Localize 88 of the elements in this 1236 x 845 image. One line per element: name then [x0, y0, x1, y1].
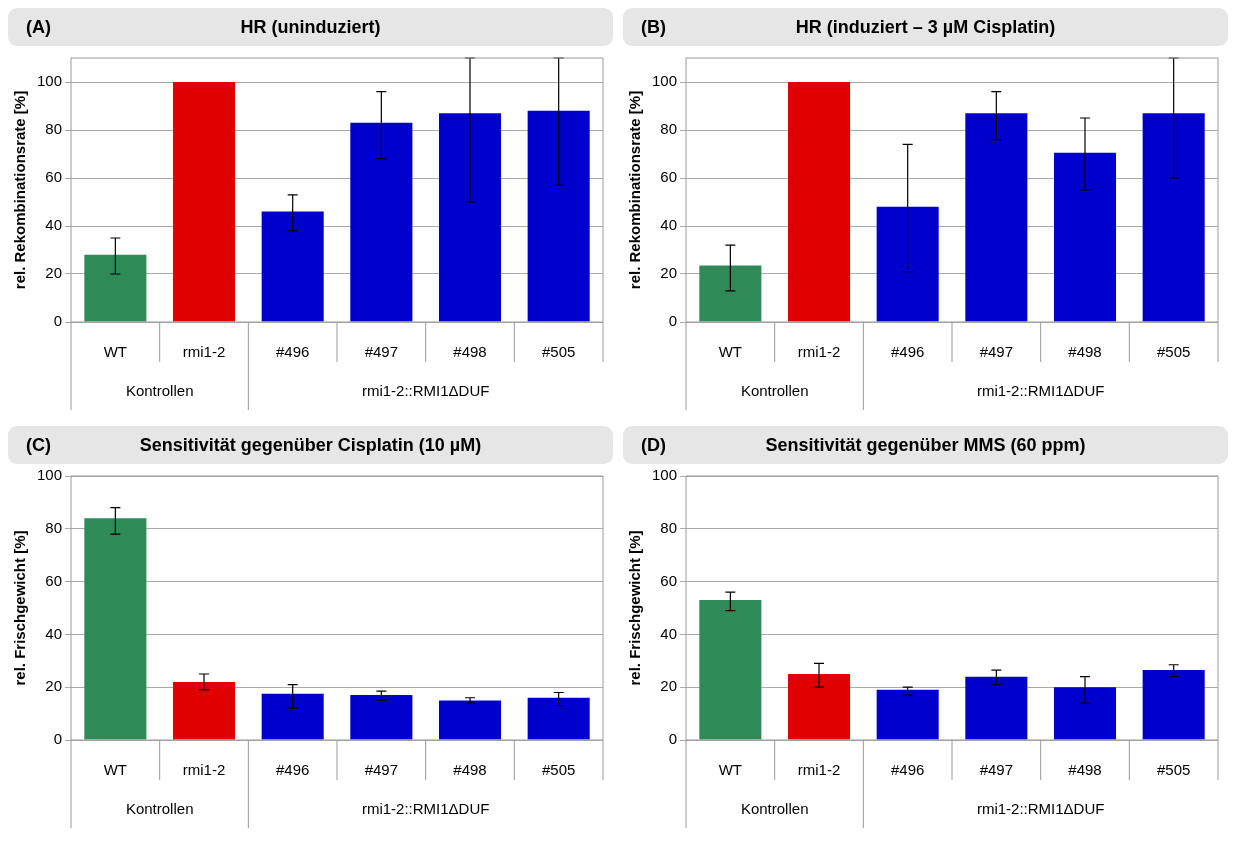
text: Kontrollen	[125, 800, 194, 818]
x-tick-label: rmi1-2	[797, 343, 841, 361]
chart-title: (B) HR (induziert – 3 µM Cisplatin)	[641, 17, 1056, 37]
bar	[1053, 152, 1117, 322]
text: Kontrollen	[125, 382, 194, 400]
x-tick-label: #496	[275, 343, 310, 361]
text: Kontrollen	[740, 800, 809, 818]
text: Kontrollen	[740, 382, 809, 400]
x-tick-label: WT	[103, 761, 128, 779]
x-tick-label: #497	[364, 343, 399, 361]
x-tick-label: #505	[541, 761, 576, 779]
y-tick-label: 100	[652, 466, 678, 484]
bar	[172, 82, 236, 322]
y-tick-label: 0	[668, 312, 678, 330]
bar	[350, 122, 413, 322]
y-tick-label: 40	[45, 216, 63, 234]
text: rmi1-2::RMI1ΔDUF	[976, 800, 1105, 818]
y-tick-label: 20	[660, 264, 678, 282]
bar	[261, 211, 324, 322]
y-tick-label: 0	[53, 730, 63, 748]
x-tick-label: WT	[718, 761, 743, 779]
y-tick-label: 20	[45, 677, 63, 695]
bar	[965, 676, 1028, 740]
x-tick-label: #497	[364, 761, 399, 779]
text: rmi1-2::RMI1ΔDUF	[976, 382, 1105, 400]
bar	[1142, 113, 1205, 322]
y-tick-label: 60	[660, 571, 678, 589]
chart-title: (D) Sensitivität gegenüber MMS (60 ppm)	[641, 435, 1086, 455]
y-tick-label: 80	[45, 518, 63, 536]
y-axis-title: rel. Rekombinationsrate [%]	[626, 90, 644, 290]
y-axis-title: rel. Rekombinationsrate [%]	[11, 90, 29, 290]
x-tick-label: #505	[541, 343, 576, 361]
text: rmi1-2::RMI1ΔDUF	[361, 382, 490, 400]
y-tick-label: 80	[45, 120, 63, 138]
x-tick-label: #505	[1156, 343, 1191, 361]
y-tick-label: 80	[660, 120, 678, 138]
bar	[527, 697, 590, 740]
bar	[172, 681, 236, 740]
chart-title: (C) Sensitivität gegenüber Cisplatin (10 µM)	[26, 435, 482, 455]
text: rmi1-2::RMI1ΔDUF	[361, 800, 490, 818]
x-tick-label: #498	[1068, 343, 1102, 361]
x-tick-label: #496	[275, 761, 310, 779]
bar	[965, 113, 1028, 322]
x-tick-label: #496	[890, 343, 925, 361]
y-tick-label: 20	[45, 264, 63, 282]
bar	[787, 82, 851, 322]
bar	[876, 206, 939, 322]
x-tick-label: #496	[890, 761, 925, 779]
x-tick-label: rmi1-2	[797, 761, 841, 779]
x-tick-label: WT	[718, 343, 743, 361]
y-tick-label: 60	[45, 571, 63, 589]
bar	[261, 693, 324, 740]
y-tick-label: 60	[45, 168, 63, 186]
x-tick-label: #498	[453, 343, 487, 361]
bar	[1142, 670, 1205, 740]
x-tick-label: rmi1-2	[182, 761, 226, 779]
y-axis-title: rel. Frischgewicht [%]	[626, 530, 644, 686]
bar	[350, 695, 413, 740]
y-tick-label: 0	[53, 312, 63, 330]
bar	[84, 254, 147, 322]
chart-title: (A) HR (uninduziert)	[26, 17, 381, 37]
x-tick-label: #497	[979, 343, 1014, 361]
bar	[527, 110, 590, 322]
y-tick-label: 80	[660, 518, 678, 536]
bar	[787, 674, 851, 740]
bar	[438, 700, 502, 740]
y-tick-label: 20	[660, 677, 678, 695]
x-tick-label: #498	[1068, 761, 1102, 779]
x-tick-label: #497	[979, 761, 1014, 779]
y-tick-label: 100	[37, 72, 63, 90]
bar	[84, 518, 147, 740]
y-tick-label: 0	[668, 730, 678, 748]
x-tick-label: #498	[453, 761, 487, 779]
y-tick-label: 40	[660, 216, 678, 234]
bar	[699, 265, 762, 322]
y-tick-label: 100	[652, 72, 678, 90]
y-axis-title: rel. Frischgewicht [%]	[11, 530, 29, 686]
bar	[876, 689, 939, 740]
y-tick-label: 40	[45, 624, 63, 642]
x-tick-label: #505	[1156, 761, 1191, 779]
x-tick-label: rmi1-2	[182, 343, 226, 361]
y-tick-label: 100	[37, 466, 63, 484]
bar	[699, 600, 762, 740]
y-tick-label: 60	[660, 168, 678, 186]
x-tick-label: WT	[103, 343, 128, 361]
y-tick-label: 40	[660, 624, 678, 642]
bar	[1053, 687, 1117, 740]
bar	[438, 113, 502, 322]
